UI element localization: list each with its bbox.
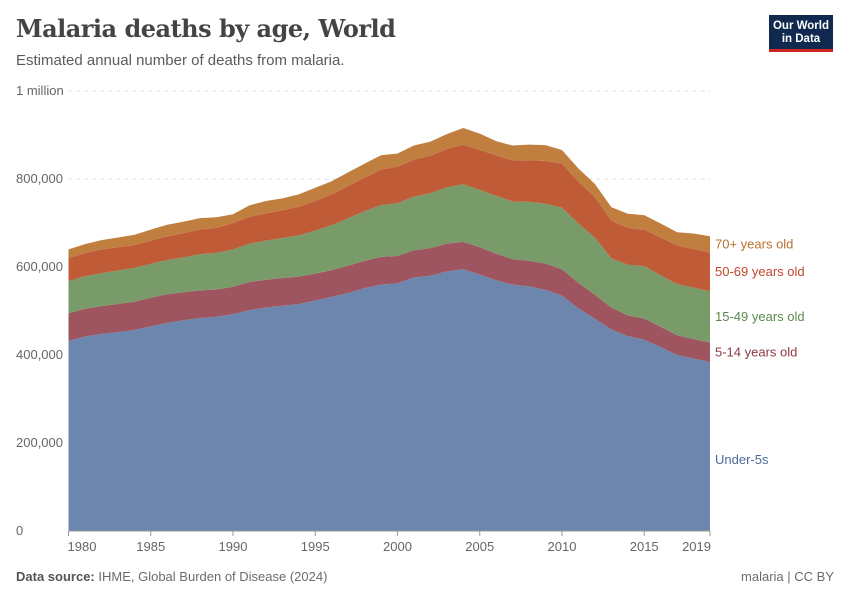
y-tick-label: 1 million <box>16 83 64 98</box>
x-tick-label: 1985 <box>136 539 165 554</box>
source-text[interactable]: IHME, Global Burden of Disease (2024) <box>98 569 328 584</box>
x-tick-label: 1980 <box>68 539 97 554</box>
chart-subtitle: Estimated annual number of deaths from m… <box>16 52 345 69</box>
chart-title: Malaria deaths by age, World <box>16 14 396 43</box>
area-5-14-years-old <box>68 241 710 363</box>
y-tick-label: 200,000 <box>16 435 63 450</box>
data-source: Data source: IHME, Global Burden of Dise… <box>16 569 327 584</box>
series-label[interactable]: 5-14 years old <box>715 344 797 359</box>
x-tick-label: 2010 <box>548 539 577 554</box>
y-tick-label: 600,000 <box>16 259 63 274</box>
area-70-years-old <box>68 127 710 259</box>
area-under-5s <box>68 269 710 531</box>
area-50-69-years-old <box>68 144 710 292</box>
series-label[interactable]: Under-5s <box>715 452 769 467</box>
y-tick-label: 400,000 <box>16 347 63 362</box>
x-tick-label: 1990 <box>219 539 248 554</box>
series-label[interactable]: 50-69 years old <box>715 264 805 279</box>
x-tick-label: 1995 <box>301 539 330 554</box>
x-tick-label: 2015 <box>630 539 659 554</box>
area-15-49-years-old <box>68 184 710 343</box>
y-tick-label: 800,000 <box>16 171 63 186</box>
x-tick-label: 2019 <box>682 539 711 554</box>
series-label[interactable]: 70+ years old <box>715 236 793 251</box>
owid-logo[interactable]: Our World in Data <box>769 15 833 52</box>
series-label[interactable]: 15-49 years old <box>715 309 805 324</box>
y-tick-label: 0 <box>16 523 23 538</box>
source-label: Data source: <box>16 569 95 584</box>
x-tick-label: 2005 <box>465 539 494 554</box>
license[interactable]: malaria | CC BY <box>741 569 834 584</box>
x-tick-label: 2000 <box>383 539 412 554</box>
